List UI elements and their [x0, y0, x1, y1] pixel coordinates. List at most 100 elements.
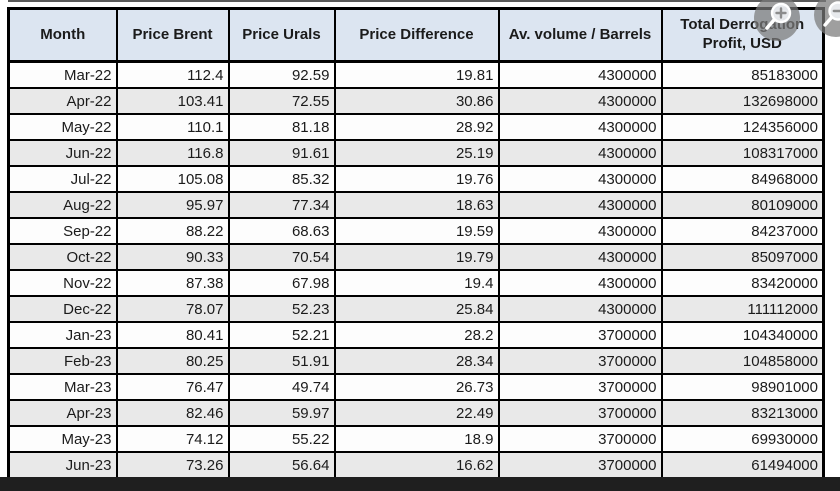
cell-total-profit: 104858000: [660, 347, 825, 375]
cell-price-brent: 87.38: [115, 269, 230, 297]
cell-price-urals: 85.32: [227, 165, 336, 193]
cell-price-urals: 81.18: [227, 113, 336, 141]
cell-price-difference: 26.73: [333, 373, 500, 401]
cell-price-brent: 105.08: [115, 165, 230, 193]
cell-av-volume: 4300000: [497, 113, 663, 141]
cell-price-urals: 67.98: [227, 269, 336, 297]
cell-av-volume: 3700000: [497, 399, 663, 427]
zoom-in-button[interactable]: [754, 0, 800, 41]
cell-month: Apr-22: [7, 87, 118, 115]
cell-month: Jun-23: [7, 451, 118, 480]
cell-price-difference: 18.9: [333, 425, 500, 453]
header-price-difference: Price Difference: [333, 7, 500, 63]
cell-month: Dec-22: [7, 295, 118, 323]
cell-price-difference: 18.63: [333, 191, 500, 219]
cell-month: Jul-22: [7, 165, 118, 193]
cell-price-urals: 49.74: [227, 373, 336, 401]
magnifier-minus-icon: [823, 1, 840, 27]
cell-av-volume: 4300000: [497, 243, 663, 271]
cell-price-difference: 25.84: [333, 295, 500, 323]
table-row: Apr-22 103.41 72.55 30.86 4300000 132698…: [7, 87, 825, 115]
cell-month: Nov-22: [7, 269, 118, 297]
zoom-out-button[interactable]: [814, 0, 840, 37]
table-row: Oct-22 90.33 70.54 19.79 4300000 8509700…: [7, 243, 825, 271]
cell-price-brent: 78.07: [115, 295, 230, 323]
cell-av-volume: 4300000: [497, 165, 663, 193]
cell-av-volume: 3700000: [497, 373, 663, 401]
cell-av-volume: 4300000: [497, 191, 663, 219]
cell-price-difference: 19.79: [333, 243, 500, 271]
price-table-container: Month Price Brent Price Urals Price Diff…: [7, 7, 825, 480]
cell-price-difference: 19.81: [333, 60, 500, 89]
cell-price-brent: 76.47: [115, 373, 230, 401]
cell-month: Mar-23: [7, 373, 118, 401]
cell-total-profit: 111112000: [660, 295, 825, 323]
cell-price-brent: 90.33: [115, 243, 230, 271]
cell-price-urals: 52.21: [227, 321, 336, 349]
cell-total-profit: 84968000: [660, 165, 825, 193]
cell-price-difference: 28.34: [333, 347, 500, 375]
cell-price-brent: 73.26: [115, 451, 230, 480]
cell-av-volume: 4300000: [497, 295, 663, 323]
cell-total-profit: 83213000: [660, 399, 825, 427]
cell-total-profit: 83420000: [660, 269, 825, 297]
cell-av-volume: 3700000: [497, 347, 663, 375]
cell-price-urals: 77.34: [227, 191, 336, 219]
cell-month: Oct-22: [7, 243, 118, 271]
cell-total-profit: 98901000: [660, 373, 825, 401]
cell-total-profit: 104340000: [660, 321, 825, 349]
cell-av-volume: 3700000: [497, 321, 663, 349]
cell-price-brent: 80.25: [115, 347, 230, 375]
bottom-bar: [0, 477, 840, 491]
cell-price-brent: 88.22: [115, 217, 230, 245]
header-month: Month: [7, 7, 118, 63]
cell-total-profit: 84237000: [660, 217, 825, 245]
cell-av-volume: 4300000: [497, 269, 663, 297]
cell-av-volume: 3700000: [497, 451, 663, 480]
cell-total-profit: 85097000: [660, 243, 825, 271]
cell-price-difference: 22.49: [333, 399, 500, 427]
cell-price-urals: 52.23: [227, 295, 336, 323]
cell-price-urals: 51.91: [227, 347, 336, 375]
cell-price-difference: 19.4: [333, 269, 500, 297]
table-header-row: Month Price Brent Price Urals Price Diff…: [7, 7, 825, 63]
cell-price-brent: 103.41: [115, 87, 230, 115]
header-av-volume: Av. volume / Barrels: [497, 7, 663, 63]
cell-total-profit: 69930000: [660, 425, 825, 453]
cell-price-urals: 59.97: [227, 399, 336, 427]
table-row: Jul-22 105.08 85.32 19.76 4300000 849680…: [7, 165, 825, 193]
cell-av-volume: 3700000: [497, 425, 663, 453]
table-row: May-23 74.12 55.22 18.9 3700000 69930000: [7, 425, 825, 453]
cell-av-volume: 4300000: [497, 60, 663, 89]
cell-price-difference: 28.92: [333, 113, 500, 141]
cell-price-urals: 91.61: [227, 139, 336, 167]
cell-price-brent: 116.8: [115, 139, 230, 167]
oil-price-table: Month Price Brent Price Urals Price Diff…: [7, 7, 825, 480]
cell-price-brent: 82.46: [115, 399, 230, 427]
cell-av-volume: 4300000: [497, 87, 663, 115]
cell-price-brent: 112.4: [115, 60, 230, 89]
table-row: Dec-22 78.07 52.23 25.84 4300000 1111120…: [7, 295, 825, 323]
cell-total-profit: 124356000: [660, 113, 825, 141]
cell-month: Aug-22: [7, 191, 118, 219]
table-row: Feb-23 80.25 51.91 28.34 3700000 1048580…: [7, 347, 825, 375]
cell-price-urals: 92.59: [227, 60, 336, 89]
cell-month: May-22: [7, 113, 118, 141]
cell-month: Apr-23: [7, 399, 118, 427]
cell-month: Mar-22: [7, 60, 118, 89]
header-price-urals: Price Urals: [227, 7, 336, 63]
cell-month: Jun-22: [7, 139, 118, 167]
cell-price-brent: 95.97: [115, 191, 230, 219]
cell-total-profit: 61494000: [660, 451, 825, 480]
table-row: Sep-22 88.22 68.63 19.59 4300000 8423700…: [7, 217, 825, 245]
table-row: Mar-23 76.47 49.74 26.73 3700000 9890100…: [7, 373, 825, 401]
cell-price-difference: 19.76: [333, 165, 500, 193]
cell-price-urals: 55.22: [227, 425, 336, 453]
cell-price-brent: 110.1: [115, 113, 230, 141]
top-divider-line: [8, 0, 826, 2]
cell-total-profit: 108317000: [660, 139, 825, 167]
cell-av-volume: 4300000: [497, 139, 663, 167]
table-row: Jan-23 80.41 52.21 28.2 3700000 10434000…: [7, 321, 825, 349]
header-price-brent: Price Brent: [115, 7, 230, 63]
cell-price-brent: 74.12: [115, 425, 230, 453]
